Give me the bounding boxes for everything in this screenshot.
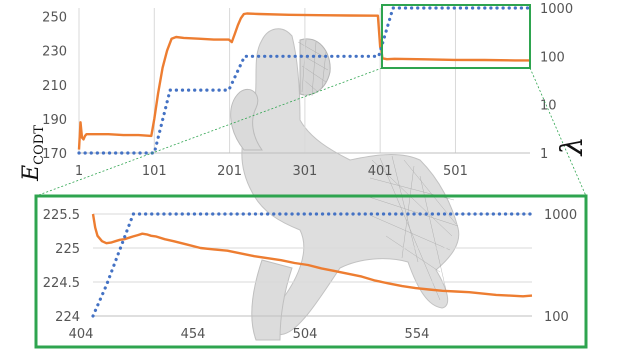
mesh-model-image — [230, 28, 460, 341]
y-left-tick-label-2: 225 — [55, 242, 80, 257]
x-tick-label-0: 1 — [75, 164, 83, 179]
model-body — [241, 28, 460, 336]
lambda-series-line-1 — [77, 6, 532, 155]
y-left-tick-label-0: 224 — [55, 310, 80, 325]
zoom-panel-frame — [34, 194, 588, 349]
zoom-region-box — [381, 4, 531, 69]
x-tick-label-2: 504 — [293, 327, 318, 342]
zoom-tick-labels: 404 454 504 554 224 224.5 225 225.5 100 1000 — [43, 208, 577, 342]
x-tick-label-0: 404 — [69, 327, 94, 342]
y-axis-label-symbol: E — [19, 165, 44, 182]
x-tick-label-3: 301 — [292, 164, 317, 179]
zoom-series — [91, 212, 534, 318]
zoom-connector-right — [529, 67, 587, 197]
y-left-tick-label-1: 224.5 — [43, 276, 80, 291]
x-tick-label-3: 554 — [405, 327, 430, 342]
y-left-tick-label-2: 210 — [42, 79, 67, 94]
zoom-gridlines — [93, 213, 532, 283]
y-right-tick-label-1: 10 — [540, 99, 557, 114]
zoom-connector-left — [35, 67, 383, 197]
y-right-tick-label-2: 100 — [540, 50, 565, 65]
y-axis-label-subscript: CODT — [32, 125, 47, 165]
zoom-chart: 404 454 504 554 224 224.5 225 225.5 100 1000 — [43, 208, 577, 342]
y-left-tick-label-1: 190 — [42, 113, 67, 128]
x-tick-label-1: 454 — [181, 327, 206, 342]
y-right-tick-label-0: 1 — [540, 147, 548, 162]
y-axis-label-left: ECODT — [19, 125, 47, 182]
y-right-tick-label-0: 100 — [544, 310, 569, 325]
model-ear — [299, 38, 331, 96]
y-right-tick-label-1: 1000 — [544, 208, 577, 223]
y-left-tick-label-4: 250 — [42, 11, 67, 26]
x-tick-label-5: 501 — [443, 164, 468, 179]
x-tick-label-4: 401 — [368, 164, 393, 179]
x-tick-label-1: 101 — [142, 164, 167, 179]
y-left-tick-label-3: 230 — [42, 45, 67, 60]
overview-gridlines — [78, 8, 456, 153]
x-tick-label-2: 201 — [217, 164, 242, 179]
y-axis-label-right: λ — [555, 136, 590, 156]
y-left-tick-label-3: 225.5 — [43, 208, 80, 223]
energy-series-line-0 — [91, 213, 533, 298]
model-trunk — [230, 88, 263, 151]
y-left-tick-label-0: 170 — [42, 147, 67, 162]
lambda-series-line-1 — [91, 212, 534, 318]
y-right-tick-label-3: 1000 — [540, 2, 573, 17]
overview-tick-labels: 1 101 201 301 401 501 170 190 210 230 250 1 10 100 100… — [42, 2, 573, 179]
overview-chart: 1 101 201 301 401 501 170 190 210 230 250 1 10 100 100… — [42, 2, 573, 179]
model-leg — [251, 259, 293, 341]
